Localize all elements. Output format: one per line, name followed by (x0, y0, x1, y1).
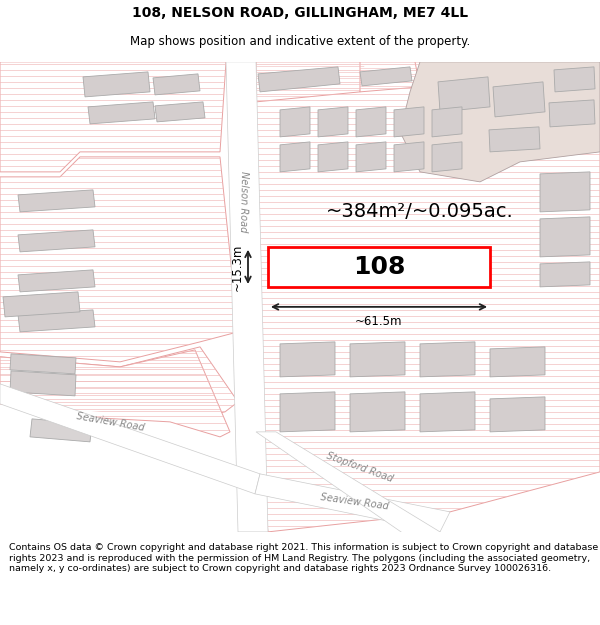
Polygon shape (490, 347, 545, 377)
Polygon shape (554, 67, 595, 92)
Polygon shape (0, 157, 238, 362)
Polygon shape (18, 230, 95, 252)
Polygon shape (258, 67, 340, 92)
Polygon shape (438, 77, 490, 112)
Polygon shape (400, 62, 600, 182)
Polygon shape (356, 142, 386, 172)
Polygon shape (350, 392, 405, 432)
Polygon shape (280, 392, 335, 432)
Polygon shape (0, 350, 230, 437)
Polygon shape (18, 310, 95, 332)
Text: ~61.5m: ~61.5m (355, 315, 403, 328)
Polygon shape (432, 142, 462, 172)
Polygon shape (394, 107, 424, 137)
Polygon shape (489, 127, 540, 152)
Text: ~384m²/~0.095ac.: ~384m²/~0.095ac. (326, 202, 514, 221)
Text: Map shows position and indicative extent of the property.: Map shows position and indicative extent… (130, 35, 470, 48)
Polygon shape (493, 82, 545, 117)
Polygon shape (280, 107, 310, 137)
Polygon shape (18, 190, 95, 212)
Polygon shape (540, 172, 590, 212)
Polygon shape (268, 247, 490, 287)
Text: Seaview Road: Seaview Road (320, 492, 390, 512)
Polygon shape (10, 371, 76, 396)
Polygon shape (155, 102, 205, 122)
Polygon shape (360, 67, 412, 86)
Polygon shape (0, 62, 226, 172)
Polygon shape (255, 474, 450, 532)
Polygon shape (256, 62, 365, 102)
Text: 108, NELSON ROAD, GILLINGHAM, ME7 4LL: 108, NELSON ROAD, GILLINGHAM, ME7 4LL (132, 6, 468, 20)
Polygon shape (3, 292, 80, 317)
Polygon shape (18, 270, 95, 292)
Polygon shape (256, 432, 440, 552)
Polygon shape (420, 342, 475, 377)
Polygon shape (432, 107, 462, 137)
Text: Contains OS data © Crown copyright and database right 2021. This information is : Contains OS data © Crown copyright and d… (9, 543, 598, 573)
Polygon shape (256, 62, 600, 532)
Polygon shape (394, 142, 424, 172)
Polygon shape (549, 100, 595, 127)
Polygon shape (153, 74, 200, 95)
Polygon shape (280, 142, 310, 172)
Text: 108: 108 (353, 255, 405, 279)
Polygon shape (83, 72, 150, 97)
Polygon shape (10, 354, 76, 374)
Polygon shape (540, 262, 590, 287)
Polygon shape (318, 107, 348, 137)
Polygon shape (280, 342, 335, 377)
Polygon shape (88, 102, 155, 124)
Polygon shape (350, 342, 405, 377)
Polygon shape (0, 384, 260, 494)
Polygon shape (420, 392, 475, 432)
Polygon shape (30, 419, 92, 442)
Polygon shape (318, 142, 348, 172)
Polygon shape (490, 397, 545, 432)
Text: Nelson Road: Nelson Road (238, 171, 248, 232)
Text: Seaview Road: Seaview Road (75, 411, 145, 432)
Polygon shape (540, 217, 590, 257)
Text: Stopford Road: Stopford Road (325, 450, 395, 484)
Text: ~15.3m: ~15.3m (231, 243, 244, 291)
Polygon shape (360, 62, 420, 92)
Polygon shape (0, 347, 238, 417)
Polygon shape (226, 62, 268, 532)
Polygon shape (356, 107, 386, 137)
